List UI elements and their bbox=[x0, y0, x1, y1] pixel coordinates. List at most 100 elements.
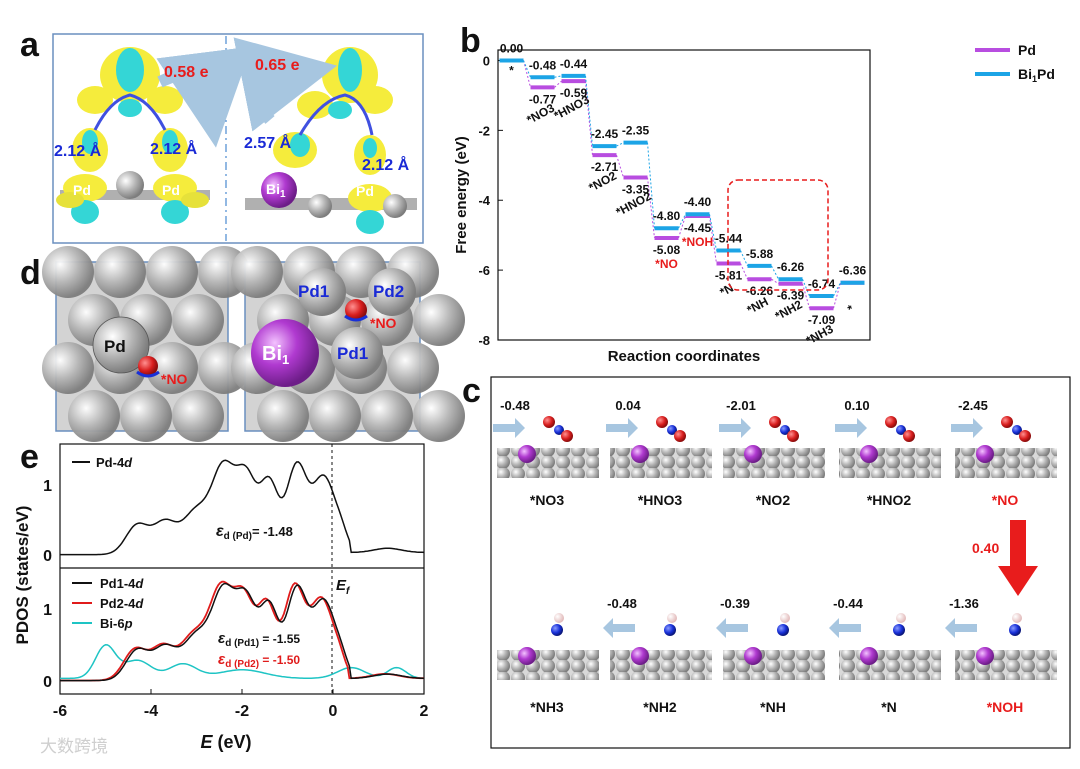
pd-atom bbox=[387, 342, 439, 394]
n-atom bbox=[664, 624, 676, 636]
legend-pd: Pd bbox=[1018, 42, 1036, 58]
slab bbox=[497, 650, 599, 680]
b-connector-Pd bbox=[585, 81, 593, 156]
surface-bi1pd: Pd1 Pd2 *NO Bi1 Pd1 bbox=[231, 246, 465, 442]
n-atom bbox=[1009, 624, 1021, 636]
charge-label-right: 0.65 e bbox=[255, 57, 300, 74]
bi-atom bbox=[631, 647, 649, 665]
legend-pd1: Pd1-4d bbox=[100, 576, 144, 591]
n-atom bbox=[893, 624, 905, 636]
bond-label-l2: 2.12 Å bbox=[150, 139, 198, 158]
o-atom bbox=[543, 416, 555, 428]
b-species-label: * bbox=[845, 302, 856, 317]
slab bbox=[723, 448, 825, 478]
b-ylabel: Free energy (eV) bbox=[453, 136, 470, 254]
h-atom bbox=[667, 613, 677, 623]
atom-label-pd2: Pd2 bbox=[373, 282, 404, 301]
step-arrow bbox=[716, 618, 748, 638]
b-bi-label: -6.74 bbox=[808, 277, 836, 291]
b-pd-label: -6.39 bbox=[777, 289, 805, 303]
slab bbox=[497, 448, 599, 478]
b-ytick-label: -4 bbox=[478, 193, 490, 208]
atom-label-pd: Pd bbox=[104, 337, 126, 356]
bi-atom bbox=[860, 445, 878, 463]
h-atom bbox=[1012, 613, 1022, 623]
b-connector-Pd bbox=[833, 282, 841, 309]
slab bbox=[839, 448, 941, 478]
n-atom bbox=[1012, 425, 1022, 435]
c-bottom-value: -0.39 bbox=[720, 596, 750, 611]
c-top-value: -2.45 bbox=[958, 398, 988, 413]
h-atom bbox=[896, 613, 906, 623]
highlight-box bbox=[727, 179, 829, 291]
pd-atom bbox=[172, 390, 224, 442]
b-species-label: * bbox=[509, 63, 514, 77]
c-top-label: *NO3 bbox=[530, 492, 564, 508]
b-pd-label: -6.26 bbox=[746, 284, 774, 298]
b-bi-label: -6.36 bbox=[839, 264, 867, 278]
bi-atom bbox=[860, 647, 878, 665]
panel-letter-d: d bbox=[20, 254, 41, 292]
o-atom bbox=[1019, 430, 1031, 442]
panel-letter-a: a bbox=[20, 26, 40, 64]
bond-label-l1: 2.12 Å bbox=[54, 141, 102, 160]
panel-e-chart: -6 -4 -2 0 2 0 1 0 1 PDOS (states/eV) E (eV) Pd-… bbox=[13, 443, 429, 752]
b-ytick-label: -6 bbox=[478, 263, 490, 278]
o-atom bbox=[656, 416, 668, 428]
bond-label-r1: 2.57 Å bbox=[244, 133, 292, 152]
b-connector-Pd bbox=[554, 80, 562, 88]
b-connector-Bi1Pd bbox=[616, 142, 624, 147]
o-atom bbox=[885, 416, 897, 428]
b-connector-Bi1Pd bbox=[833, 282, 841, 297]
legend-pd4d: Pd-4d bbox=[96, 455, 133, 470]
e-xtick-label: -6 bbox=[53, 703, 67, 720]
atom-label-pd1-top: Pd1 bbox=[298, 282, 329, 301]
atom-label-pd1: Pd1 bbox=[337, 344, 368, 363]
e-xtick-label: -4 bbox=[144, 703, 158, 720]
step-arrow bbox=[606, 418, 638, 438]
atom-label-pd-l1: Pd bbox=[73, 182, 91, 198]
c-bottom-label: *NH2 bbox=[643, 699, 677, 715]
bi-atom bbox=[976, 647, 994, 665]
step-arrow bbox=[493, 418, 525, 438]
atom-label-pd-r: Pd bbox=[356, 183, 374, 199]
annot-pd2: εd (Pd2) = -1.50 bbox=[218, 651, 300, 670]
slab bbox=[610, 448, 712, 478]
b-pd-label: -0.77 bbox=[529, 92, 557, 106]
b-bi-label: -2.45 bbox=[591, 127, 619, 141]
b-connector-Pd bbox=[740, 263, 748, 280]
curve-pd-4d bbox=[60, 459, 425, 556]
b-connector-Bi1Pd bbox=[802, 279, 810, 297]
step-arrow bbox=[719, 418, 751, 438]
e-xtick-label: -2 bbox=[235, 703, 249, 720]
legend-pd2: Pd2-4d bbox=[100, 596, 144, 611]
b-pd-label: -7.09 bbox=[808, 313, 836, 327]
o-atom bbox=[769, 416, 781, 428]
b-bi-label: -5.88 bbox=[746, 247, 774, 261]
b-ytick-label: -2 bbox=[478, 123, 490, 138]
c-top-value: 0.10 bbox=[844, 398, 869, 413]
charge-density-left: 0.58 e 2.12 Å 2.12 Å Pd Pd bbox=[54, 46, 252, 224]
b-pd-label: -4.45 bbox=[684, 221, 712, 235]
panel-c: *NO3 -0.48 *HNO3 0.04 *NO2 -2.01 *HNO2 0.10 *NO -… bbox=[490, 376, 1071, 749]
bi-atom bbox=[518, 647, 536, 665]
h-atom bbox=[554, 613, 564, 623]
o-atom bbox=[903, 430, 915, 442]
slab bbox=[610, 650, 712, 680]
b-species-label: *N bbox=[717, 281, 735, 300]
bi-atom bbox=[744, 647, 762, 665]
c-bottom-label: *NH3 bbox=[530, 699, 564, 715]
c-bottom-label: *NH bbox=[760, 699, 786, 715]
c-top-value: -2.01 bbox=[726, 398, 756, 413]
annot-pd1: εd (Pd1) = -1.55 bbox=[218, 630, 300, 649]
b-pd-label: -0.59 bbox=[560, 86, 588, 100]
b-bi-label: 0.00 bbox=[500, 41, 524, 55]
slab bbox=[955, 448, 1057, 478]
down-arrow-value: 0.40 bbox=[972, 540, 999, 556]
b-connector-Bi1Pd bbox=[678, 213, 686, 229]
c-bottom-value: -1.36 bbox=[949, 596, 979, 611]
bi-atom bbox=[631, 445, 649, 463]
n-atom bbox=[554, 425, 564, 435]
e-xlabel: E (eV) bbox=[200, 732, 251, 752]
b-bi-label: -4.40 bbox=[684, 195, 712, 209]
